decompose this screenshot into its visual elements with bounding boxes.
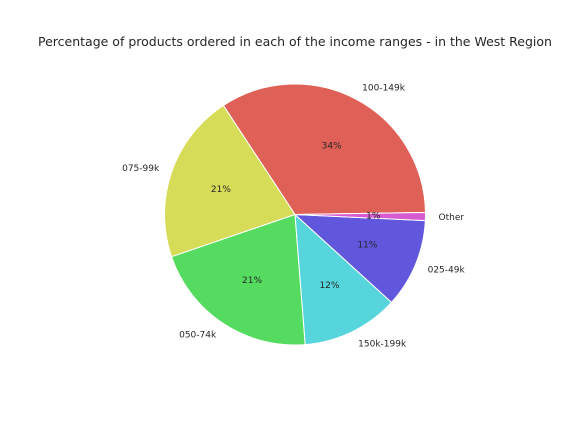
pie-slice-075-99k xyxy=(164,104,296,258)
category-label-075-99k: 075-99k xyxy=(122,164,160,174)
pie-slice-other xyxy=(294,211,427,222)
percent-label-other: 1% xyxy=(366,212,381,222)
category-label-050-74k: 050-74k xyxy=(179,330,217,340)
pie-slice-025-49k xyxy=(293,213,426,304)
percent-label-075-99k: 21% xyxy=(211,185,231,195)
category-labels: 100-149k 075-99k 050-74k 150k-199k 025-49k Ot… xyxy=(122,84,465,350)
category-label-150k-199k: 150k-199k xyxy=(358,339,407,349)
percent-label-025-49k: 11% xyxy=(357,240,377,250)
category-label-100-149k: 100-149k xyxy=(362,84,406,94)
percent-label-050-74k: 21% xyxy=(242,276,262,286)
percent-labels: 34% 21% 21% 12% 11% 1% xyxy=(211,141,381,291)
chart-title: Percentage of products ordered in each o… xyxy=(38,34,552,49)
percent-label-100-149k: 34% xyxy=(322,141,342,151)
pie-slice-150k-199k xyxy=(294,213,393,346)
category-label-other: Other xyxy=(439,213,465,223)
percent-label-150k-199k: 12% xyxy=(319,281,339,291)
pie-slices xyxy=(164,83,427,346)
pie-slice-050-74k xyxy=(170,213,306,346)
category-label-025-49k: 025-49k xyxy=(428,265,466,275)
